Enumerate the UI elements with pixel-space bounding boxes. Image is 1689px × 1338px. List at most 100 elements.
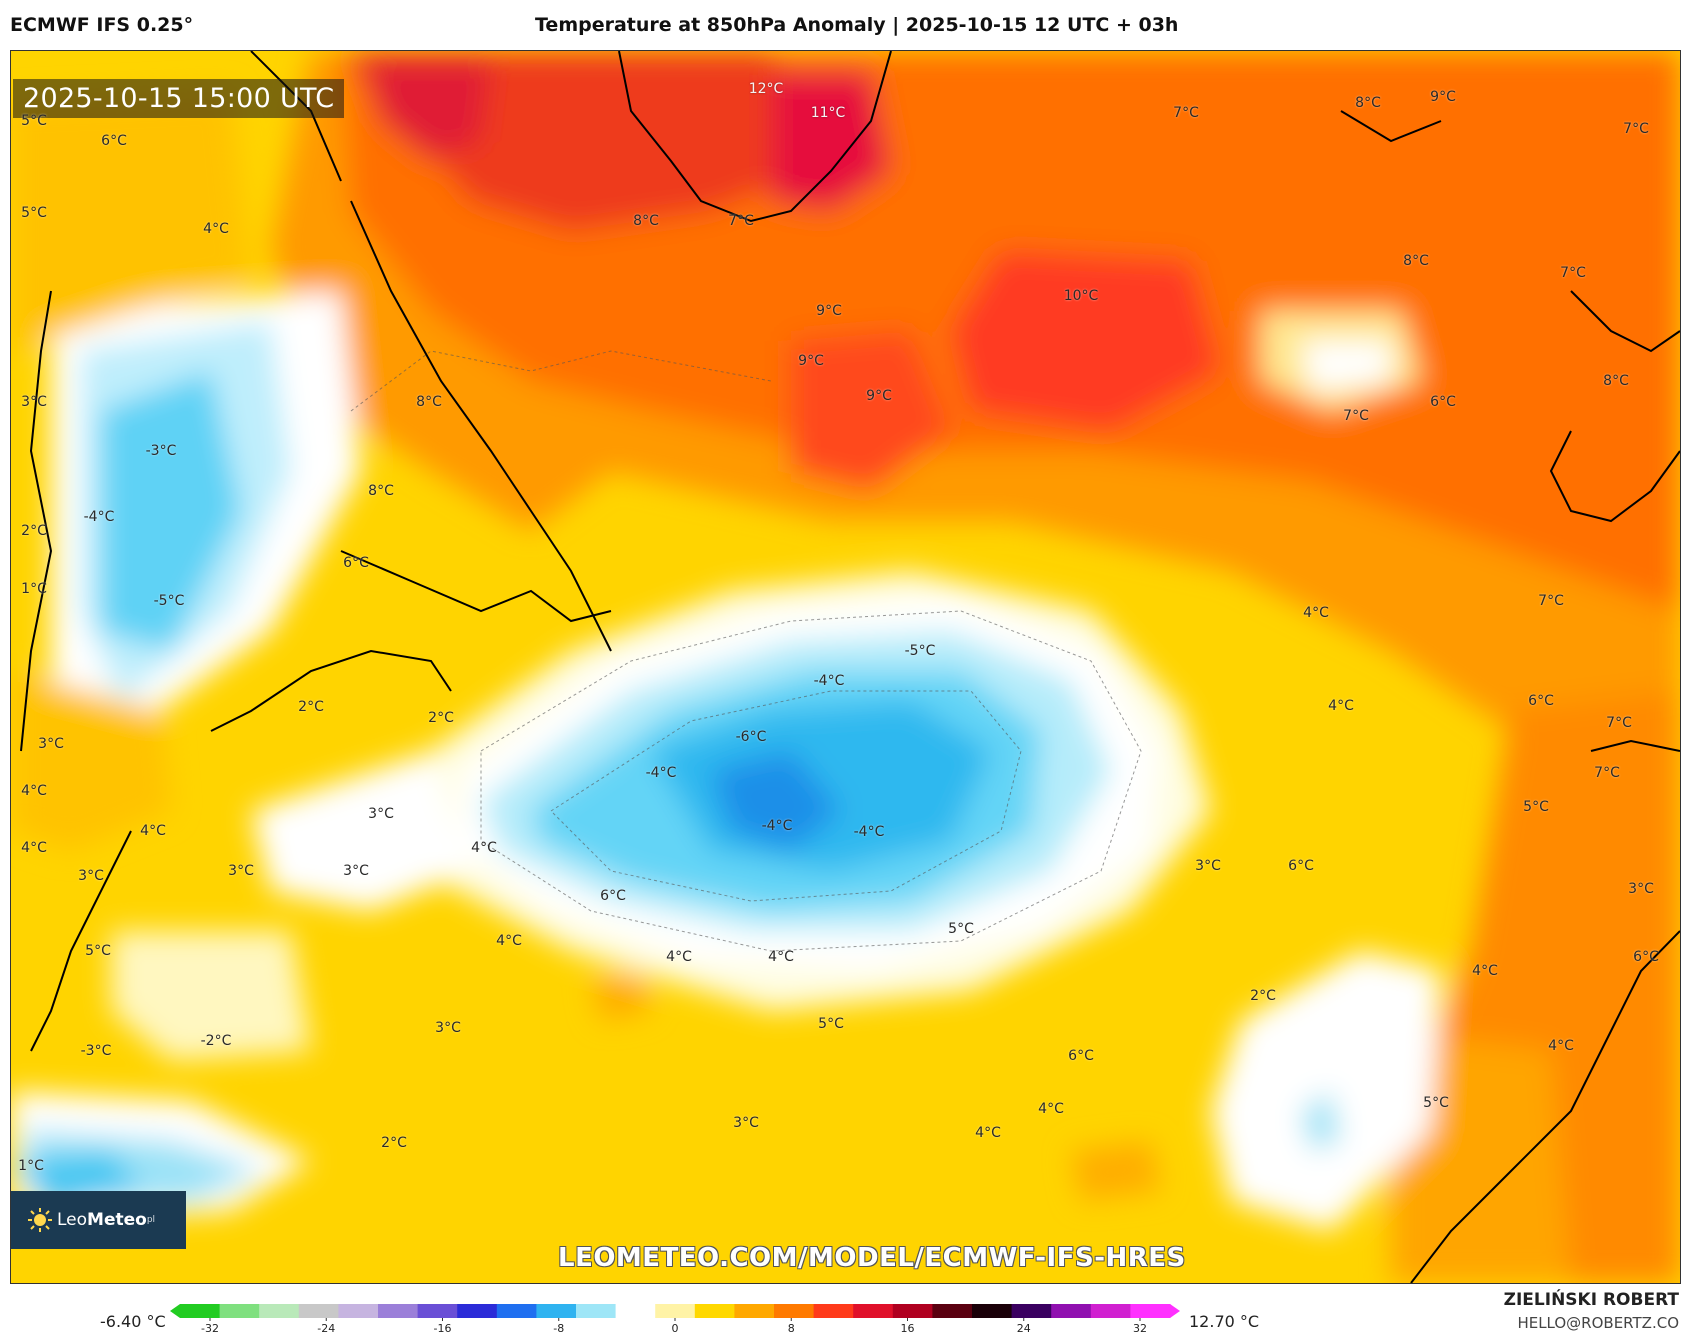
temperature-label: 6°C	[1633, 949, 1659, 965]
colorbar-segment	[932, 1304, 973, 1318]
colorbar-segment	[576, 1304, 617, 1318]
valid-time-badge: 2025-10-15 15:00 UTC	[13, 79, 345, 118]
colorbar-arrow	[170, 1304, 180, 1318]
colorbar-segment	[417, 1304, 458, 1318]
temperature-label: 7°C	[1560, 265, 1586, 281]
colorbar-min-label: -6.40 °C	[100, 1312, 166, 1331]
colorbar-segment	[853, 1304, 894, 1318]
temperature-label: -4°C	[853, 824, 885, 840]
temperature-label: 9°C	[816, 303, 842, 319]
temperature-label: 10°C	[1063, 288, 1099, 304]
temperature-label: 7°C	[1173, 105, 1199, 121]
colorbar-arrow	[1170, 1304, 1180, 1318]
temperature-label: 7°C	[1343, 408, 1369, 424]
temperature-label: 8°C	[368, 483, 394, 499]
temperature-label: 6°C	[1430, 394, 1456, 410]
temperature-label: 5°C	[21, 205, 47, 221]
map-panel[interactable]: 2025-10-15 15:00 UTC 12°C 11°C 7°C 8°C 9°C 7°…	[10, 50, 1681, 1284]
temperature-label: 8°C	[416, 394, 442, 410]
sun-icon	[28, 1208, 52, 1232]
temperature-label: 4°C	[666, 949, 692, 965]
chart-title: Temperature at 850hPa Anomaly | 2025-10-…	[535, 14, 1179, 36]
model-name: ECMWF IFS 0.25°	[10, 14, 194, 36]
temperature-label: -5°C	[153, 593, 185, 609]
temperature-label: -2°C	[200, 1033, 232, 1049]
colorbar-segment	[892, 1304, 933, 1318]
colorbar-tick-label: 8	[788, 1322, 795, 1334]
temperature-label: 2°C	[381, 1135, 407, 1151]
temperature-label: 4°C	[1038, 1101, 1064, 1117]
temperature-label: 1°C	[18, 1158, 44, 1174]
colorbar-segment	[734, 1304, 775, 1318]
temperature-label: 5°C	[1523, 799, 1549, 815]
temperature-label: 4°C	[496, 933, 522, 949]
colorbar-tick-label: 0	[672, 1322, 679, 1334]
temperature-label: 3°C	[228, 863, 254, 879]
colorbar-segment	[219, 1304, 260, 1318]
temperature-label: 5°C	[818, 1016, 844, 1032]
author-name: ZIELIŃSKI ROBERT	[1503, 1290, 1679, 1310]
temperature-label: 6°C	[1528, 693, 1554, 709]
temperature-label: 6°C	[1288, 858, 1314, 874]
temperature-label: 2°C	[1250, 988, 1276, 1004]
colorbar-segment	[813, 1304, 854, 1318]
temperature-label: -4°C	[813, 673, 845, 689]
colorbar-max-label: 12.70 °C	[1189, 1312, 1260, 1331]
temperature-label: -4°C	[83, 509, 115, 525]
colorbar-segment	[694, 1304, 735, 1318]
temperature-anomaly-field	[11, 51, 1680, 1283]
temperature-label: 4°C	[140, 823, 166, 839]
author-email[interactable]: HELLO@ROBERTZ.CO	[1517, 1314, 1679, 1332]
temperature-label: 5°C	[1423, 1095, 1449, 1111]
source-watermark: LEOMETEO.COM/MODEL/ECMWF-IFS-HRES	[558, 1243, 1186, 1273]
temperature-label: 3°C	[1195, 858, 1221, 874]
temperature-label: 8°C	[1603, 373, 1629, 389]
colorbar-segment	[1011, 1304, 1052, 1318]
colorbar-tick-label: -16	[434, 1322, 452, 1334]
colorbar-segment	[774, 1304, 815, 1318]
colorbar-segment	[378, 1304, 419, 1318]
temperature-label: 4°C	[1303, 605, 1329, 621]
temperature-label: -5°C	[904, 643, 936, 659]
colorbar-segment	[972, 1304, 1013, 1318]
temperature-label: 4°C	[203, 221, 229, 237]
temperature-label: 4°C	[768, 949, 794, 965]
temperature-label: 6°C	[343, 555, 369, 571]
temperature-label: 5°C	[85, 943, 111, 959]
colorbar-segment	[1051, 1304, 1092, 1318]
colorbar-tick-label: -8	[553, 1322, 564, 1334]
temperature-label: 3°C	[733, 1115, 759, 1131]
colorbar-segment	[615, 1304, 656, 1318]
temperature-label: 9°C	[798, 353, 824, 369]
temperature-label: 7°C	[1606, 715, 1632, 731]
temperature-label: 3°C	[78, 868, 104, 884]
temperature-label: 5°C	[21, 113, 47, 129]
colorbar-segment	[259, 1304, 300, 1318]
temperature-label: 3°C	[1628, 881, 1654, 897]
temperature-label: 2°C	[428, 710, 454, 726]
temperature-label: 6°C	[101, 133, 127, 149]
temperature-label: -3°C	[145, 443, 177, 459]
temperature-label: 2°C	[298, 699, 324, 715]
temperature-label: 9°C	[1430, 89, 1456, 105]
temperature-label: 7°C	[728, 213, 754, 229]
temperature-label: 3°C	[368, 806, 394, 822]
colorbar-tick-label: -32	[201, 1322, 219, 1334]
colorbar-tick-label: 16	[901, 1322, 915, 1334]
colorbar-tick-label: 24	[1017, 1322, 1031, 1334]
temperature-label: 7°C	[1538, 593, 1564, 609]
temperature-label: 5°C	[948, 921, 974, 937]
temperature-label: -4°C	[761, 818, 793, 834]
temperature-label: 7°C	[1594, 765, 1620, 781]
colorbar-tick-label: -24	[317, 1322, 335, 1334]
temperature-label: 11°C	[810, 105, 846, 121]
leometeo-logo[interactable]: Leo Meteo pl	[11, 1191, 186, 1249]
temperature-label: 2°C	[21, 523, 47, 539]
temperature-label: 6°C	[1068, 1048, 1094, 1064]
temperature-label: 6°C	[600, 888, 626, 904]
colorbar-tick-label: 32	[1133, 1322, 1147, 1334]
temperature-label: 3°C	[38, 736, 64, 752]
colorbar-segment	[536, 1304, 577, 1318]
colorbar-segment	[1090, 1304, 1131, 1318]
colorbar-segment	[655, 1304, 696, 1318]
